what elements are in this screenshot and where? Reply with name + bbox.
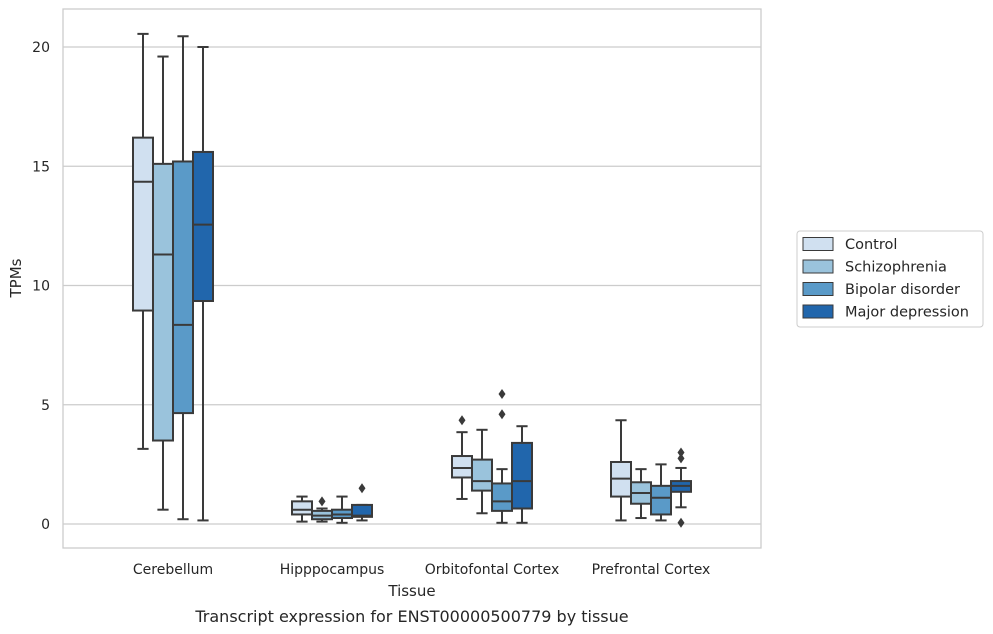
box-iqr bbox=[471, 458, 493, 492]
y-tick-labels: 0 5 10 15 20 bbox=[32, 40, 50, 533]
outlier-point bbox=[677, 453, 685, 464]
box-group bbox=[132, 32, 154, 450]
outlier-point bbox=[458, 415, 466, 426]
box-iqr bbox=[451, 455, 473, 479]
outlier-point bbox=[677, 447, 685, 458]
box-group bbox=[172, 35, 194, 521]
x-tick-label: Cerebellum bbox=[133, 562, 213, 578]
legend-label: Control bbox=[845, 237, 897, 253]
box-iqr bbox=[192, 150, 214, 303]
box-group bbox=[670, 447, 692, 528]
box-group bbox=[351, 483, 373, 522]
box-iqr bbox=[291, 500, 313, 516]
plot-frame bbox=[62, 8, 762, 549]
y-tick-label: 10 bbox=[32, 279, 50, 295]
box-group bbox=[650, 463, 672, 522]
legend-swatch bbox=[802, 282, 834, 296]
legend-swatch bbox=[802, 237, 834, 251]
x-axis-title: Tissue bbox=[387, 582, 435, 600]
x-tick-labels: Cerebellum Hipppocampus Orbitofontal Corte… bbox=[133, 562, 710, 578]
box-iqr bbox=[132, 136, 154, 312]
legend-label: Bipolar disorder bbox=[845, 282, 960, 298]
outlier-point bbox=[498, 389, 506, 400]
box-group bbox=[511, 425, 533, 524]
x-tick-label: Orbitofontal Cortex bbox=[425, 562, 560, 578]
legend-swatch bbox=[802, 259, 834, 274]
outlier-point bbox=[498, 409, 506, 420]
box-group bbox=[291, 495, 313, 523]
box-iqr bbox=[511, 441, 533, 510]
x-tick-label: Prefrontal Cortex bbox=[592, 562, 711, 578]
chart-caption: Transcript expression for ENST0000050077… bbox=[194, 607, 628, 626]
box-group bbox=[610, 419, 632, 522]
legend-label: Schizophrenia bbox=[845, 260, 947, 276]
y-axis-title: TPMs bbox=[7, 258, 25, 298]
box-iqr bbox=[152, 162, 174, 442]
box-iqr bbox=[650, 484, 672, 516]
y-tick-label: 20 bbox=[32, 40, 50, 56]
outlier-point bbox=[318, 496, 326, 507]
box-iqr bbox=[172, 160, 194, 415]
outlier-point bbox=[358, 483, 366, 494]
y-tick-label: 0 bbox=[41, 517, 50, 533]
box-iqr bbox=[351, 503, 373, 518]
box-group bbox=[192, 46, 214, 522]
box-group bbox=[471, 428, 493, 515]
legend-swatch bbox=[802, 304, 834, 319]
y-tick-label: 5 bbox=[41, 398, 50, 414]
legend-label: Major depression bbox=[845, 305, 969, 321]
x-tick-label: Hipppocampus bbox=[280, 562, 385, 578]
box-iqr bbox=[491, 482, 513, 512]
legend-frame bbox=[796, 230, 984, 328]
outlier-point bbox=[677, 517, 685, 528]
y-tick-label: 15 bbox=[32, 159, 50, 175]
box-group bbox=[311, 496, 333, 523]
legend: Control Schizophrenia Bipolar disorder Majo… bbox=[796, 230, 984, 328]
box-groups bbox=[132, 32, 692, 528]
